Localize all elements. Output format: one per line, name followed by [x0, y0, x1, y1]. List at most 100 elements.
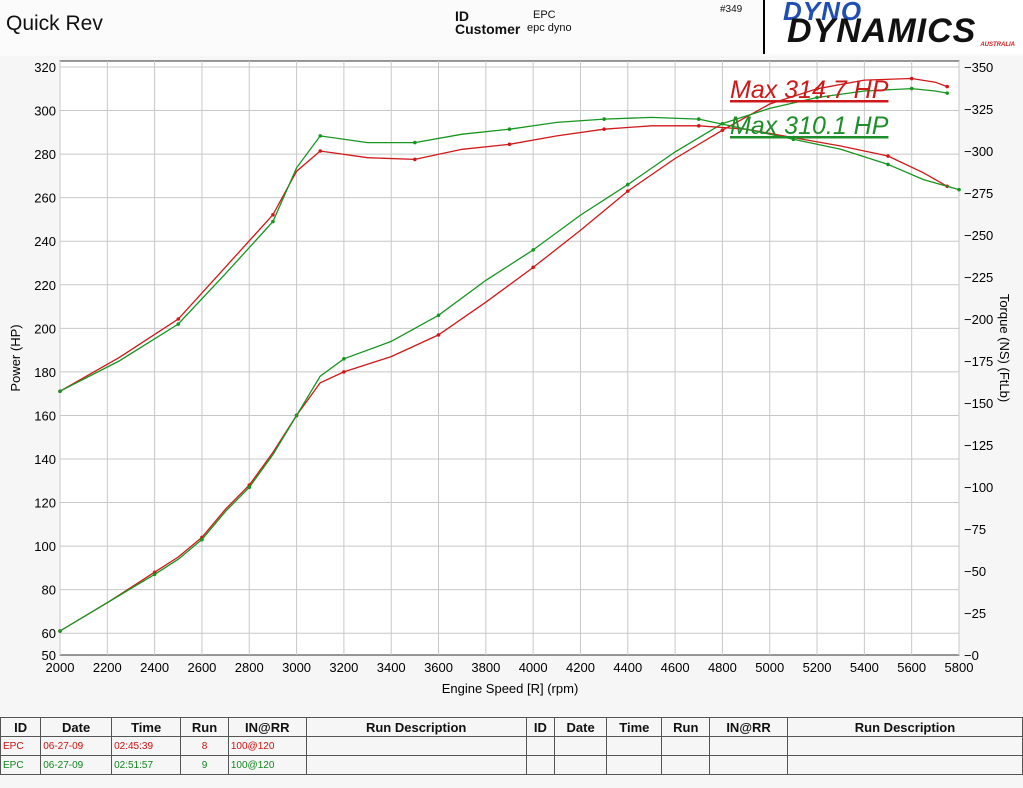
y-tick-label: 50 [42, 648, 56, 663]
x-tick-label: 5800 [945, 660, 974, 675]
table-row: EPC 06-27-09 02:45:39 8 100@120 [0, 736, 1023, 756]
page-title: Quick Rev [6, 12, 103, 35]
y-tick-label: 320 [34, 60, 56, 75]
col-run: Run [180, 717, 229, 737]
data-point [791, 137, 796, 142]
data-point [720, 128, 725, 132]
x-tick-label: 2800 [235, 660, 264, 675]
x-tick-label: 4800 [708, 660, 737, 675]
x-tick-label: 2200 [93, 660, 122, 675]
data-point [318, 134, 323, 138]
row-run: 9 [180, 755, 229, 775]
y2-tick-label: −300 [964, 144, 993, 159]
x-tick-label: 3600 [424, 660, 453, 675]
y2-tick-label: −150 [964, 396, 993, 411]
y-tick-label: 200 [34, 321, 56, 336]
x-tick-label: 3800 [471, 660, 500, 675]
data-point [58, 389, 62, 394]
col-time-2: Time [606, 717, 663, 737]
tick-labels: 2000 2200 2400 2600 2800 3000 3200 3400 3600 3800… [34, 60, 993, 675]
y-tick-label: 280 [34, 147, 56, 162]
col-run-2: Run [661, 717, 711, 737]
row-time-2 [606, 755, 663, 775]
dyno-chart: 2000 2200 2400 2600 2800 3000 3200 3400 3600 3800… [8, 60, 1012, 696]
row-time: 02:45:39 [111, 736, 182, 756]
x-tick-label: 5000 [755, 660, 784, 675]
y-tick-label: 260 [34, 191, 56, 206]
data-point [176, 322, 181, 326]
data-point [507, 127, 512, 131]
y2-tick-label: −200 [964, 312, 993, 327]
data-point [507, 142, 512, 147]
data-point [815, 86, 819, 91]
y2-tick-label: −225 [964, 270, 993, 285]
data-point [886, 154, 890, 158]
logo-line1: DYNO [783, 0, 863, 26]
row-inrr: 100@120 [227, 736, 307, 756]
row-id: EPC [0, 736, 42, 756]
data-point [696, 124, 701, 128]
data-point [602, 127, 606, 131]
row-run: 8 [180, 736, 229, 756]
row-time-2 [606, 736, 663, 756]
col-inrr: IN@RR [227, 717, 307, 737]
max-power-annotation-run8: Max 314.7 HP [730, 76, 889, 104]
y2-tick-label: −125 [964, 438, 993, 453]
x-tick-label: 4000 [519, 660, 548, 675]
y2-tick-label: −25 [964, 606, 986, 621]
y2-tick-label: −275 [964, 186, 993, 201]
x-tick-label: 2600 [187, 660, 216, 675]
row-date-2 [553, 755, 608, 775]
run-table: ID Date Time Run IN@RR Run Description I… [0, 717, 1023, 775]
data-point [436, 333, 441, 337]
y2-tick-label: −350 [964, 60, 993, 75]
y-tick-label: 240 [34, 234, 56, 249]
row-time: 02:51:57 [111, 755, 182, 775]
y-axis-label: Power (HP) [8, 324, 23, 391]
col-id-2: ID [525, 717, 555, 737]
y2-axis-label: Torque (NS) (FtLb) [997, 294, 1012, 402]
col-run-description: Run Description [305, 717, 527, 737]
row-id-2 [525, 755, 555, 775]
data-point [152, 572, 157, 577]
data-point [318, 149, 323, 153]
data-point [413, 157, 417, 162]
y2-tick-label: −0 [964, 648, 979, 663]
y2-tick-label: −100 [964, 480, 993, 495]
x-tick-label: 2000 [46, 660, 75, 675]
col-run-description-2: Run Description [787, 717, 1023, 737]
x-tick-label: 3000 [282, 660, 311, 675]
x-tick-label: 4600 [661, 660, 690, 675]
col-time: Time [111, 717, 182, 737]
row-date: 06-27-09 [40, 736, 113, 756]
data-point [413, 140, 417, 145]
grid [59, 61, 960, 655]
col-id: ID [0, 717, 42, 737]
y2-tick-label: −325 [964, 102, 993, 117]
row-id: EPC [0, 755, 42, 775]
row-description-2 [787, 736, 1023, 756]
data-point [294, 413, 299, 418]
row-description [305, 755, 527, 775]
run-table-header: ID Date Time Run IN@RR Run Description I… [0, 717, 1023, 737]
logo-line3: AUSTRALIA [980, 42, 1015, 48]
data-point [531, 248, 535, 252]
table-row: EPC 06-27-09 02:51:57 9 100@120 [0, 755, 1023, 775]
y-tick-label: 100 [34, 539, 56, 554]
y2-tick-label: −175 [964, 354, 993, 369]
x-tick-label: 5600 [897, 660, 926, 675]
data-point [909, 76, 914, 81]
data-point [176, 317, 181, 321]
data-point [342, 370, 346, 374]
dyno-dynamics-logo: DYNO DYNAMICS AUSTRALIA [763, 0, 1023, 54]
col-inrr-2: IN@RR [709, 717, 788, 737]
data-point [247, 485, 252, 490]
row-run-2 [661, 736, 711, 756]
y-tick-label: 220 [34, 278, 56, 293]
data-point [200, 537, 204, 542]
customer-label: Customer [455, 21, 521, 37]
data-point [625, 189, 630, 193]
data-point [815, 95, 819, 100]
data-point [886, 162, 890, 167]
row-date: 06-27-09 [40, 755, 113, 775]
